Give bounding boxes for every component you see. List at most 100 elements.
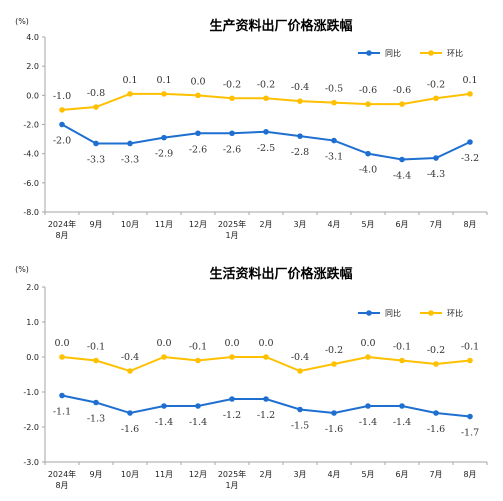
data-label-环比: -0.1 [189,342,207,353]
data-point-环比 [229,354,235,360]
data-point-环比 [93,104,99,110]
data-label-同比: -1.1 [53,407,71,418]
x-tick-label-0: 2024年 8月 [48,219,76,240]
data-point-同比 [467,139,473,145]
data-label-同比: -4.3 [427,169,445,180]
data-label-同比: -1.6 [121,424,139,435]
data-label-同比: -2.5 [257,143,275,154]
data-label-同比: -3.3 [121,154,139,165]
chart-title-0: 生产资料出厂价格涨跌幅 [209,18,352,34]
data-point-同比 [59,392,65,399]
data-point-同比 [331,137,337,144]
unit-label-0: (%) [15,17,29,26]
unit-label-1: (%) [15,265,29,274]
data-point-环比 [467,91,473,97]
data-label-同比: -4.4 [393,171,411,182]
data-point-环比 [93,357,99,364]
y-tick-label-1: -1.0 [23,388,39,397]
data-point-环比 [229,95,235,102]
data-label-环比: -0.1 [461,342,479,353]
x-tick-label-0: 9月 [89,220,102,229]
data-label-环比: -0.4 [291,82,309,93]
data-point-环比 [297,98,303,104]
y-tick-label-0: -8.0 [23,208,39,217]
y-tick-label-1: -2.0 [23,423,39,432]
data-label-环比: -0.4 [291,352,309,363]
data-label-环比: 0.1 [122,75,137,86]
data-label-同比: -1.5 [291,421,309,432]
y-tick-label-0: -2.0 [23,121,39,130]
legend-label-环比: 环比 [447,48,463,58]
x-tick-label-1: 8月 [463,470,476,479]
data-point-环比 [263,354,269,360]
data-point-环比 [195,357,201,364]
data-label-同比: -1.4 [359,417,377,428]
data-point-环比 [365,354,371,360]
x-tick-label-0: 11月 [155,220,173,229]
data-point-环比 [263,95,269,102]
data-label-同比: -1.2 [223,410,241,421]
data-point-环比 [127,368,133,374]
data-point-环比 [433,361,439,367]
data-label-环比: 0.0 [258,338,273,349]
data-point-同比 [433,410,439,416]
y-tick-label-1: -3.0 [23,458,39,467]
data-point-同比 [365,150,371,157]
data-point-同比 [297,133,303,139]
x-tick-label-1: 9月 [89,470,102,479]
data-label-同比: -1.6 [325,424,343,435]
data-point-同比 [467,413,473,420]
data-label-同比: -1.7 [461,428,479,439]
data-point-环比 [161,354,167,360]
data-point-环比 [195,92,201,99]
data-label-环比: 0.1 [156,75,171,86]
x-tick-label-1: 10月 [121,470,139,479]
x-tick-label-1: 5月 [361,470,374,479]
x-tick-label-1: 4月 [327,470,340,479]
data-point-同比 [93,140,99,147]
data-point-环比 [365,101,371,107]
x-tick-label-1: 11月 [155,470,173,479]
data-point-环比 [331,99,337,106]
x-tick-label-1: 2025年 1月 [218,469,246,490]
data-label-环比: -1.0 [53,91,71,102]
x-tick-label-0: 10月 [121,220,139,229]
data-label-同比: -3.3 [87,154,105,165]
legend-marker-环比 [428,50,434,56]
data-label-环比: -0.2 [427,79,445,90]
x-tick-label-0: 6月 [395,220,408,229]
x-tick-label-1: 2024年 8月 [48,469,76,490]
data-label-同比: -1.4 [155,417,173,428]
x-tick-label-0: 7月 [429,220,442,229]
x-tick-label-0: 4月 [327,220,340,229]
data-label-环比: -0.1 [393,342,411,353]
data-label-环比: 0.0 [156,338,171,349]
data-label-环比: -0.2 [325,345,343,356]
data-point-同比 [331,410,337,416]
y-tick-label-0: -6.0 [23,179,39,188]
legend-marker-环比 [428,310,434,316]
data-point-同比 [127,140,133,147]
x-tick-label-1: 3月 [293,470,306,479]
data-point-环比 [161,91,167,97]
data-label-同比: -2.6 [189,144,207,155]
legend-label-环比: 环比 [447,308,463,318]
data-label-同比: -3.2 [461,153,479,164]
data-point-环比 [399,101,405,107]
data-label-环比: 0.0 [224,338,239,349]
data-point-环比 [467,357,473,364]
legend-marker-同比 [366,310,372,316]
y-tick-label-0: 2.0 [26,62,39,71]
data-point-环比 [399,357,405,364]
data-label-环比: -0.6 [393,85,411,96]
data-label-环比: -0.4 [121,352,139,363]
data-point-环比 [59,107,65,113]
x-tick-label-0: 2月 [259,220,272,229]
y-tick-label-1: 1.0 [26,318,39,327]
data-point-同比 [399,403,405,409]
data-label-同比: -2.8 [291,147,309,158]
data-point-同比 [365,403,371,409]
data-label-环比: 0.1 [462,75,477,86]
x-tick-label-1: 7月 [429,470,442,479]
data-point-同比 [433,155,439,161]
